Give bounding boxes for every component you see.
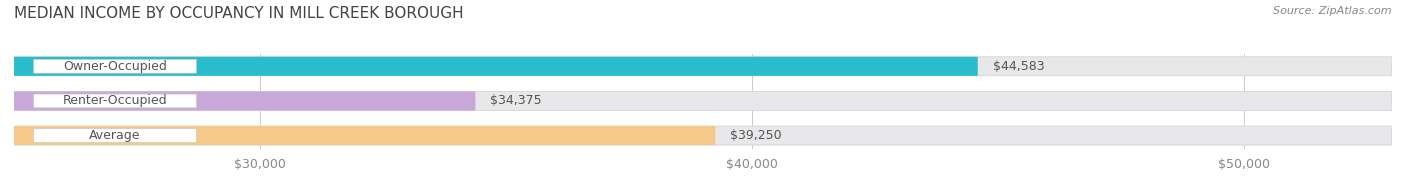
- FancyBboxPatch shape: [14, 91, 1392, 111]
- FancyBboxPatch shape: [34, 94, 197, 108]
- FancyBboxPatch shape: [14, 126, 716, 145]
- Text: $44,583: $44,583: [993, 60, 1045, 73]
- FancyBboxPatch shape: [14, 91, 475, 111]
- Text: Source: ZipAtlas.com: Source: ZipAtlas.com: [1274, 6, 1392, 16]
- FancyBboxPatch shape: [14, 57, 1392, 76]
- Text: MEDIAN INCOME BY OCCUPANCY IN MILL CREEK BOROUGH: MEDIAN INCOME BY OCCUPANCY IN MILL CREEK…: [14, 6, 464, 21]
- Text: $34,375: $34,375: [491, 94, 541, 107]
- FancyBboxPatch shape: [14, 126, 1392, 145]
- FancyBboxPatch shape: [14, 57, 977, 76]
- FancyBboxPatch shape: [34, 129, 197, 142]
- Text: Renter-Occupied: Renter-Occupied: [63, 94, 167, 107]
- Text: Average: Average: [90, 129, 141, 142]
- FancyBboxPatch shape: [34, 59, 197, 73]
- Text: $39,250: $39,250: [730, 129, 782, 142]
- Text: Owner-Occupied: Owner-Occupied: [63, 60, 167, 73]
